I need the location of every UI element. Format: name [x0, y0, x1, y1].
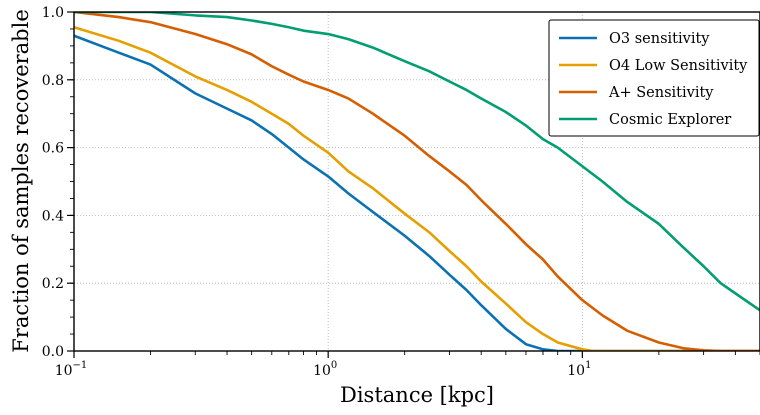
y-tick-label: 0.6	[42, 141, 64, 157]
series-line-1	[74, 34, 760, 351]
legend: O3 sensitivity O4 Low Sensitivity A+ Sensi…	[548, 19, 760, 137]
y-tick-label: 0.4	[42, 208, 64, 224]
series-line-4	[74, 12, 760, 312]
legend-label-3: A+ Sensitivity	[608, 85, 714, 101]
legend-label-2: O4 Low Sensitivity	[609, 58, 748, 74]
x-tick-label: 101	[567, 360, 591, 379]
grid-lines	[74, 12, 760, 351]
x-tick-label: 10−1	[55, 360, 88, 379]
y-tick-label: 1.0	[42, 5, 64, 21]
x-tick-label: 100	[313, 360, 337, 379]
y-axis-title: Fraction of samples recoverable	[9, 9, 33, 353]
legend-label-1: O3 sensitivity	[609, 31, 710, 47]
axis-ticks: 10−1 100 101 0.0 0.2 0.4 0.6 0.8 1.0	[42, 5, 760, 379]
legend-frame	[548, 19, 760, 137]
y-tick-label: 0.0	[42, 344, 64, 360]
legend-label-4: Cosmic Explorer	[609, 112, 731, 128]
x-axis-title: Distance [kpc]	[340, 383, 494, 407]
y-tick-label: 0.8	[42, 73, 64, 89]
series-line-2	[74, 26, 760, 351]
y-tick-label: 0.2	[42, 276, 64, 292]
series-group	[74, 12, 760, 351]
series-line-3	[74, 12, 760, 351]
